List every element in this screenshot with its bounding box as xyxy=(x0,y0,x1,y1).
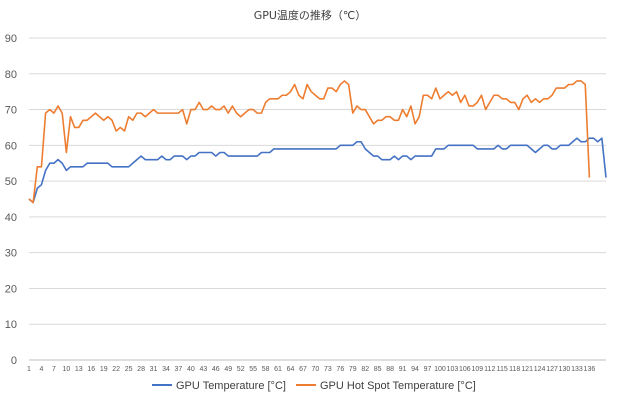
x-tick-label: 100 xyxy=(434,366,446,373)
y-tick-label: 30 xyxy=(5,248,17,260)
x-tick-label: 7 xyxy=(52,366,56,373)
x-tick-label: 79 xyxy=(349,366,357,373)
x-tick-label: 55 xyxy=(249,366,257,373)
x-tick-label: 40 xyxy=(187,366,195,373)
x-tick-label: 10 xyxy=(62,366,70,373)
x-tick-label: 58 xyxy=(262,366,270,373)
x-tick-label: 118 xyxy=(509,366,520,373)
chart-title: GPU温度の推移（℃） xyxy=(254,8,367,22)
x-tick-label: 82 xyxy=(361,366,369,373)
legend: GPU Temperature [°C] GPU Hot Spot Tempera… xyxy=(152,380,476,392)
y-tick-label: 60 xyxy=(5,140,17,152)
y-tick-label: 50 xyxy=(5,176,17,188)
gridlines xyxy=(29,37,606,361)
x-axis-ticks: 1 4 7 10 13 16 19 22 25 28 31 34 37 40 43 46 49 52 55 58 61 6… xyxy=(27,366,595,373)
x-tick-label: 16 xyxy=(87,366,95,373)
x-tick-label: 22 xyxy=(112,366,120,373)
x-tick-label: 85 xyxy=(374,366,382,373)
y-tick-label: 90 xyxy=(5,33,17,45)
y-tick-label: 0 xyxy=(11,355,17,367)
y-tick-label: 40 xyxy=(5,212,17,224)
x-tick-label: 97 xyxy=(424,366,432,373)
x-tick-label: 52 xyxy=(237,366,245,373)
x-tick-label: 109 xyxy=(471,366,483,373)
x-tick-label: 127 xyxy=(546,366,558,373)
y-tick-label: 10 xyxy=(5,319,17,331)
y-tick-label: 20 xyxy=(5,283,17,295)
x-tick-label: 28 xyxy=(137,366,145,373)
legend-label: GPU Hot Spot Temperature [°C] xyxy=(320,380,476,392)
x-tick-label: 88 xyxy=(386,366,394,373)
x-tick-label: 34 xyxy=(162,366,170,373)
x-tick-label: 4 xyxy=(40,366,44,373)
y-axis-ticks: 0 10 20 30 40 50 60 70 80 90 xyxy=(5,33,17,367)
x-tick-label: 136 xyxy=(584,366,596,373)
x-tick-label: 31 xyxy=(150,366,158,373)
x-tick-label: 19 xyxy=(100,366,108,373)
x-tick-label: 1 xyxy=(27,366,31,373)
gpu-temperature-line xyxy=(28,137,607,204)
x-tick-label: 49 xyxy=(224,366,232,373)
x-tick-label: 115 xyxy=(497,366,508,373)
x-tick-label: 25 xyxy=(125,366,133,373)
x-tick-label: 73 xyxy=(324,366,332,373)
x-tick-label: 67 xyxy=(299,366,307,373)
y-tick-label: 80 xyxy=(5,69,17,81)
x-tick-label: 130 xyxy=(559,366,571,373)
x-tick-label: 112 xyxy=(484,366,495,373)
x-tick-label: 76 xyxy=(336,366,344,373)
x-tick-label: 13 xyxy=(75,366,83,373)
x-tick-label: 94 xyxy=(411,366,419,373)
x-tick-label: 133 xyxy=(571,366,583,373)
legend-label: GPU Temperature [°C] xyxy=(176,380,286,392)
x-tick-label: 106 xyxy=(459,366,471,373)
x-tick-label: 91 xyxy=(399,366,407,373)
x-tick-label: 37 xyxy=(175,366,183,373)
x-tick-label: 61 xyxy=(274,366,282,373)
x-tick-label: 103 xyxy=(447,366,459,373)
x-tick-label: 46 xyxy=(212,366,220,373)
x-tick-label: 43 xyxy=(199,366,207,373)
gpu-hot-spot-temperature-line xyxy=(28,80,591,204)
series-lines xyxy=(28,80,607,204)
x-tick-label: 124 xyxy=(534,366,546,373)
x-tick-label: 64 xyxy=(287,366,295,373)
y-tick-label: 70 xyxy=(5,105,17,117)
x-tick-label: 121 xyxy=(521,366,533,373)
x-tick-label: 70 xyxy=(312,366,320,373)
